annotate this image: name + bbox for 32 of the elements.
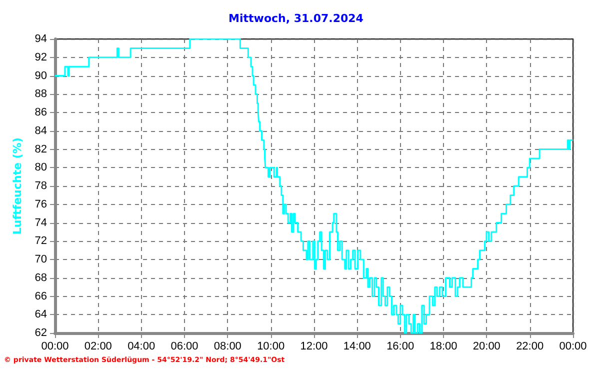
- x-tick-label: 14:00: [343, 340, 371, 352]
- y-tick-label: 90: [34, 70, 47, 82]
- y-tick-label: 72: [34, 235, 47, 248]
- y-tick-label: 70: [34, 254, 47, 266]
- y-tick-label: 80: [34, 162, 47, 174]
- y-tick-label: 92: [34, 51, 47, 64]
- x-tick-label: 10:00: [257, 340, 285, 352]
- y-tick-label: 62: [34, 327, 47, 339]
- x-tick-label: 02:00: [84, 340, 112, 352]
- chart-title: Mittwoch, 31.07.2024: [228, 12, 364, 25]
- x-tick-label: 04:00: [128, 340, 156, 352]
- x-tick-label: 22:00: [516, 340, 544, 352]
- x-tick-label: 00:00: [559, 340, 587, 352]
- y-tick-label: 76: [34, 198, 47, 210]
- x-tick-label: 06:00: [170, 340, 198, 352]
- y-tick-label: 66: [34, 290, 47, 302]
- y-tick-label: 94: [34, 33, 47, 45]
- x-tick-label: 00:00: [41, 340, 69, 352]
- y-tick-label: 84: [34, 124, 47, 137]
- y-axis-title: Luftfeuchte (%): [11, 138, 24, 234]
- y-tick-label: 78: [34, 180, 47, 192]
- x-tick-label: 20:00: [472, 340, 500, 352]
- x-tick-label: 12:00: [300, 340, 328, 352]
- x-tick-label: 16:00: [386, 340, 414, 352]
- y-tick-label: 88: [34, 88, 47, 100]
- x-tick-label: 08:00: [214, 340, 242, 352]
- y-tick-label: 74: [34, 216, 47, 229]
- y-tick-label: 86: [34, 106, 47, 118]
- y-tick-label: 64: [34, 308, 47, 321]
- y-tick-label: 68: [34, 272, 47, 284]
- x-tick-label: 18:00: [430, 340, 458, 352]
- y-tick-label: 82: [34, 143, 47, 156]
